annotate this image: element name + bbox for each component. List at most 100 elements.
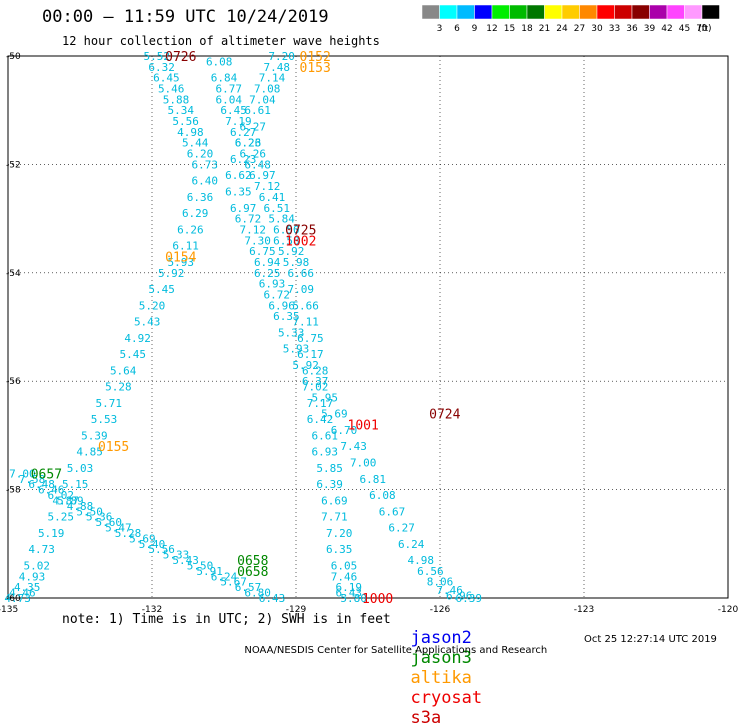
pass-time-label: 1001 — [348, 419, 379, 434]
swh-value-label: 8.06 — [427, 576, 454, 589]
swh-value-label: 4.73 — [4, 592, 31, 605]
swh-value-label: 5.03 — [67, 462, 94, 475]
color-scale: 3 6 9 12 15 18 21 24 27 30 33 36 39 42 45 70(ft) — [422, 5, 720, 34]
swh-value-label: 6.41 — [259, 191, 286, 204]
colorbar-tick-label: 18 — [521, 24, 533, 34]
swh-value-label: 6.26 — [235, 137, 262, 150]
swh-value-label: 6.17 — [297, 348, 324, 361]
swh-value-label: 5.33 — [278, 326, 305, 339]
note-text: note: 1) Time is in UTC; 2) SWH is in fe… — [62, 612, 391, 627]
swh-value-label: 6.73 — [192, 158, 219, 171]
swh-value-label: 6.56 — [417, 565, 444, 578]
swh-value-label: 6.69 — [321, 494, 348, 507]
swh-value-label: 5.84 — [268, 213, 295, 226]
swh-value-label: 5.88 — [163, 93, 190, 106]
plot-frame — [7, 55, 729, 599]
swh-value-label: 5.40 — [139, 538, 166, 551]
y-tick-label: -54 — [6, 269, 21, 279]
swh-value-label: 6.80 — [244, 587, 271, 600]
swh-value-label: 6.36 — [187, 191, 214, 204]
swh-value-label: 6.39 — [456, 592, 483, 605]
swh-value-label: 7.46 — [331, 570, 358, 583]
y-tick-label: -60 — [6, 594, 21, 604]
swh-value-label: 7.19 — [225, 115, 252, 128]
swh-value-label: 7.46 — [436, 584, 463, 597]
swh-value-label: 4.88 — [67, 500, 94, 513]
swh-value-label: 6.72 — [235, 213, 262, 226]
swh-value-label: 6.61 — [244, 104, 271, 117]
swh-value-label: 6.75 — [249, 245, 276, 258]
swh-value-label: 6.45 — [153, 72, 180, 85]
swh-value-label: 7.08 — [254, 83, 281, 96]
swh-value-label: 6.26 — [177, 223, 204, 236]
swh-value-label: 5.50 — [187, 559, 214, 572]
satellite-legend: jason2 jason3 altika cryosat s3a — [390, 608, 490, 728]
swh-value-label: 6.27 — [240, 120, 267, 133]
colorbar-tick-label: 21 — [539, 24, 550, 34]
colorbar-tick-label: 9 — [472, 24, 478, 34]
swh-value-label: 6.37 — [302, 375, 329, 388]
swh-value-label: 5.19 — [38, 527, 65, 540]
swh-value-label: 6.93 — [312, 446, 339, 459]
swh-value-label: 6.40 — [192, 175, 219, 188]
swh-value-label: 6.35 — [326, 543, 353, 556]
pass-time-label: 0154 — [165, 251, 196, 266]
colorbar-swatch — [701, 5, 720, 20]
swh-value-label: 4.85 — [76, 446, 103, 459]
pass-time-label: 1002 — [285, 234, 316, 249]
swh-value-label: 6.35 — [225, 186, 252, 199]
swh-value-label: 5.56 — [172, 115, 199, 128]
swh-value-label: 6.81 — [360, 473, 387, 486]
x-tick-label: -132 — [142, 605, 162, 615]
swh-value-label: 5.28 — [115, 527, 142, 540]
swh-value-label: 5.53 — [91, 413, 118, 426]
swh-value-label: 6.28 — [302, 364, 329, 377]
x-tick-label: -123 — [574, 605, 594, 615]
swh-value-label: 6.11 — [172, 240, 199, 253]
y-tick-label: -56 — [6, 377, 21, 387]
swh-value-label: 6.23 — [235, 137, 262, 150]
swh-value-label: 5.33 — [163, 549, 190, 562]
legend-item-s3a: s3a — [410, 708, 442, 728]
colorbar-unit: (ft) — [698, 24, 712, 34]
footer: NOAA/NESDIS Center for Satellite Applica… — [238, 634, 717, 667]
swh-value-label: 7.58 — [19, 473, 46, 486]
swh-value-label: 4.35 — [14, 581, 41, 594]
swh-value-label: 4.98 — [177, 126, 204, 139]
swh-value-label: 7.00 — [350, 457, 377, 470]
swh-value-label: 5.95 — [312, 391, 339, 404]
x-tick-label: -129 — [286, 605, 307, 615]
swh-value-label: 5.64 — [110, 364, 137, 377]
swh-value-label: 4.93 — [19, 570, 46, 583]
swh-value-label: 7.20 — [326, 527, 353, 540]
swh-value-label: 6.42 — [307, 413, 334, 426]
pass-time-label: 0658 — [237, 554, 268, 569]
swh-value-label: 6.62 — [225, 169, 252, 182]
swh-value-label: 5.47 — [105, 522, 132, 535]
swh-track: 7.207.487.147.087.046.616.276.266.236.62… — [225, 50, 482, 605]
colorbar-tick-label: 70 — [696, 24, 708, 34]
y-tick-label: -58 — [6, 486, 21, 496]
pass-time-label: 0153 — [300, 61, 331, 76]
swh-value-label: 6.48 — [28, 478, 55, 491]
swh-value-label: 6.46 — [38, 484, 65, 497]
swh-value-label: 5.92 — [292, 359, 319, 372]
swh-value-label: 6.23 — [230, 153, 257, 166]
swh-value-label: 6.27 — [388, 522, 415, 535]
footer-credit: NOAA/NESDIS Center for Satellite Applica… — [244, 645, 548, 656]
swh-value-label: 7.17 — [307, 397, 334, 410]
swh-value-label: 7.11 — [292, 316, 319, 329]
swh-value-label: 5.45 — [148, 283, 175, 296]
legend-item-jason2: jason2 — [410, 628, 472, 648]
colorbar-tick-label: 27 — [574, 24, 585, 34]
swh-value-label: 4.87 — [52, 494, 79, 507]
swh-value-label: 5.50 — [76, 505, 103, 518]
swh-value-label: 6.96 — [268, 299, 295, 312]
swh-value-label: 5.46 — [158, 83, 185, 96]
swh-value-label: 5.89 — [57, 494, 84, 507]
swh-value-label: 7.02 — [302, 381, 329, 394]
swh-value-label: 5.28 — [105, 381, 132, 394]
swh-track: 7.007.586.486.466.025.894.885.505.365.60… — [9, 467, 285, 605]
colorbar-tick-label: 3 — [437, 24, 443, 34]
swh-value-label: 6.72 — [264, 288, 291, 301]
